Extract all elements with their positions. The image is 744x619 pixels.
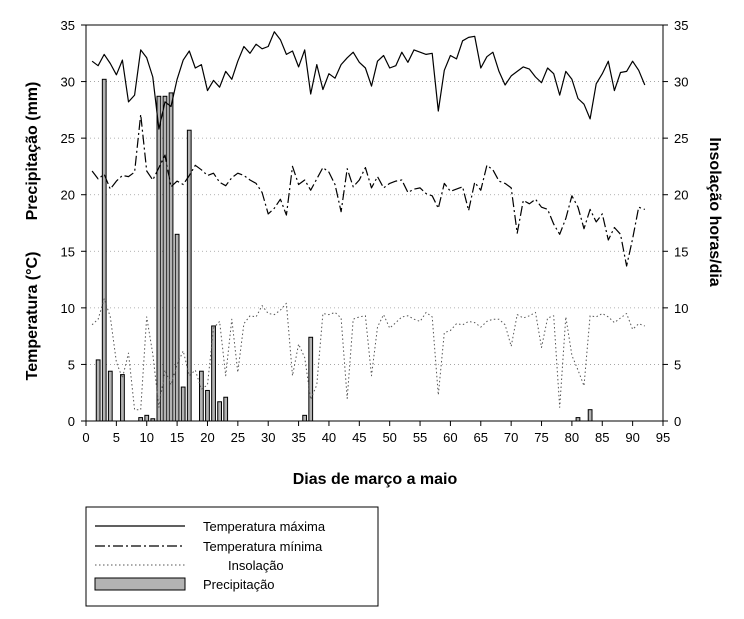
x-tick-label: 85 [595,430,609,445]
x-tick-label: 40 [322,430,336,445]
bar-precipitacao [199,370,204,422]
x-tick-label: 20 [200,430,214,445]
plot-frame [85,24,664,422]
bar-precipitacao [101,78,107,422]
legend-label-insolacao: Insolação [228,558,284,573]
axis-ticks: 0 5 10 15 20 25 30 35 40 45 50 55 60 65 70 75 80 85 90 9505… [61,18,689,445]
y-axis-title-precipitation: Precipitação (mm) [24,82,41,221]
bar-precipitacao [223,396,229,422]
legend-label-tmax: Temperatura máxima [203,519,326,534]
legend: Temperatura máxima Temperatura mínima In… [85,506,379,607]
bar-precipitacao [308,336,314,422]
x-tick-label: 10 [140,430,154,445]
line-tmin [91,113,646,267]
bar-precipitacao [587,409,593,422]
bar-precipitacao [144,414,150,422]
y-left-tick-label: 0 [68,414,75,429]
y-right-tick-label: 35 [674,18,688,33]
line-tmax [91,31,646,130]
x-tick-label: 75 [534,430,548,445]
x-axis-title: Dias de março a maio [293,471,458,488]
y-left-tick-label: 5 [68,357,75,372]
legend-label-tmin: Temperatura mínima [203,539,323,554]
y-left-tick-label: 35 [61,18,75,33]
bar-precipitacao [174,233,180,422]
y-right-tick-label: 25 [674,131,688,146]
bar-precipitacao [138,417,144,422]
bar-precipitacao [120,374,125,422]
y-right-tick-label: 0 [674,414,681,429]
x-tick-label: 90 [625,430,639,445]
gridlines [86,81,663,365]
x-tick-label: 60 [443,430,457,445]
y-left-tick-label: 15 [61,244,75,259]
bar-precipitacao [205,389,210,422]
x-tick-label: 50 [382,430,396,445]
x-tick-label: 95 [656,430,670,445]
x-tick-label: 30 [261,430,275,445]
y-right-tick-label: 30 [674,75,688,90]
y-right-tick-label: 5 [674,357,681,372]
y-axis-title-insolation: Insolação horas/dia [706,137,723,286]
x-tick-label: 70 [504,430,518,445]
y-left-tick-label: 10 [61,301,75,316]
bar-precipitacao [107,370,113,422]
y-left-tick-label: 25 [61,131,75,146]
bar-precipitacao [302,414,308,422]
bar-precipitacao [217,401,223,422]
legend-label-precipitacao: Precipitação [203,577,275,592]
x-tick-label: 80 [565,430,579,445]
y-right-tick-label: 20 [674,188,688,203]
bar-precipitacao [180,386,186,422]
y-right-tick-label: 15 [674,244,688,259]
y-left-tick-label: 20 [61,188,75,203]
x-tick-label: 35 [291,430,305,445]
x-tick-label: 45 [352,430,366,445]
y-left-tick-label: 30 [61,75,75,90]
x-tick-label: 5 [113,430,120,445]
series-lines [91,31,646,411]
x-tick-label: 15 [170,430,184,445]
x-tick-label: 65 [474,430,488,445]
bar-precipitacao [95,359,101,422]
bar-precipitacao [168,92,174,422]
y-right-tick-label: 10 [674,301,688,316]
legend-swatch-precipitacao [94,577,186,591]
bar-precipitacao [156,95,162,422]
x-tick-label: 25 [231,430,245,445]
x-tick-label: 55 [413,430,427,445]
bar-precipitacao [575,417,581,422]
y-axis-title-temperature: Temperatura (°C) [24,252,41,381]
x-tick-label: 0 [82,430,89,445]
precipitation-bars [95,78,593,422]
